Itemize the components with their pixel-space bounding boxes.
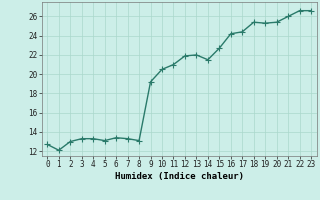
X-axis label: Humidex (Indice chaleur): Humidex (Indice chaleur) [115,172,244,181]
